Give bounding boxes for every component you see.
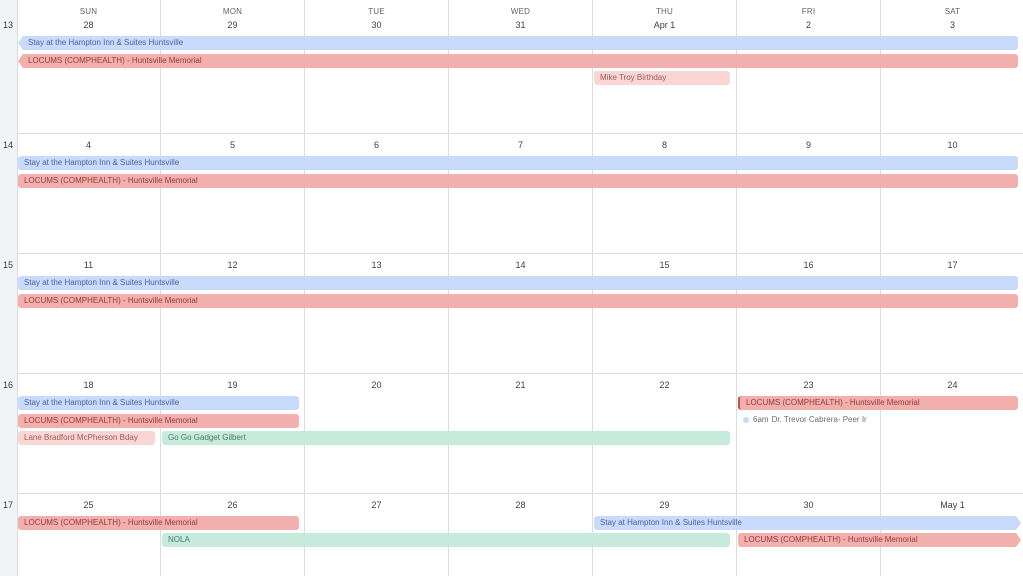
day-number[interactable]: 11 — [83, 260, 94, 270]
dow-wed: WED — [510, 7, 531, 16]
day-number[interactable]: 10 — [947, 140, 958, 150]
grid-line — [17, 373, 1023, 374]
dow-fri: FRI — [801, 7, 816, 16]
event-locums[interactable]: LOCUMS (COMPHEALTH) - Huntsville Memoria… — [18, 294, 1018, 308]
week-number[interactable]: 17 — [3, 500, 14, 510]
day-number[interactable]: 5 — [229, 140, 235, 150]
day-number[interactable]: 29 — [227, 20, 238, 30]
week-number[interactable]: 13 — [3, 20, 14, 30]
week-number[interactable]: 16 — [3, 380, 14, 390]
day-number[interactable]: 9 — [805, 140, 811, 150]
event-locums[interactable]: LOCUMS (COMPHEALTH) - Huntsville Memoria… — [18, 414, 299, 428]
day-number[interactable]: 3 — [949, 20, 955, 30]
day-number[interactable]: 25 — [83, 500, 94, 510]
day-number[interactable]: 18 — [83, 380, 94, 390]
dow-sun: SUN — [79, 7, 98, 16]
event-hampton-stay[interactable]: Stay at the Hampton Inn & Suites Huntsvi… — [18, 36, 1018, 50]
event-hampton-stay[interactable]: Stay at Hampton Inn & Suites Huntsville — [594, 516, 1021, 530]
event-locums[interactable]: LOCUMS (COMPHEALTH) - Huntsville Memoria… — [18, 516, 299, 530]
timed-event[interactable]: 6am Dr. Trevor Cabrera- Peer Ir — [743, 413, 875, 427]
dow-tue: TUE — [368, 7, 385, 16]
day-number[interactable]: 20 — [371, 380, 382, 390]
day-number[interactable]: 19 — [227, 380, 238, 390]
event-lane-bday[interactable]: Lane Bradford McPherson Bday — [18, 431, 155, 445]
day-number[interactable]: 23 — [803, 380, 814, 390]
event-time: 6am — [753, 415, 769, 424]
event-locums[interactable]: LOCUMS (COMPHEALTH) - Huntsville Memoria… — [738, 396, 1018, 410]
grid-line — [17, 0, 18, 576]
day-number[interactable]: 13 — [371, 260, 382, 270]
week-number-column — [0, 0, 17, 576]
grid-line — [17, 133, 1023, 134]
day-number[interactable]: 8 — [661, 140, 667, 150]
day-number[interactable]: 28 — [515, 500, 526, 510]
day-number[interactable]: 12 — [227, 260, 238, 270]
day-number[interactable]: 17 — [947, 260, 958, 270]
event-hampton-stay[interactable]: Stay at the Hampton Inn & Suites Huntsvi… — [18, 396, 299, 410]
event-locums[interactable]: LOCUMS (COMPHEALTH) - Huntsville Memoria… — [18, 174, 1018, 188]
dow-thu: THU — [655, 7, 674, 16]
day-number[interactable]: May 1 — [940, 500, 965, 510]
event-title: Dr. Trevor Cabrera- Peer Ir — [771, 415, 867, 424]
day-number[interactable]: 24 — [947, 380, 958, 390]
dow-sat: SAT — [944, 7, 961, 16]
dow-mon: MON — [222, 7, 243, 16]
day-number[interactable]: 15 — [659, 260, 670, 270]
day-number[interactable]: 29 — [659, 500, 670, 510]
event-locums[interactable]: LOCUMS (COMPHEALTH) - Huntsville Memoria… — [738, 533, 1021, 547]
event-hampton-stay[interactable]: Stay at the Hampton Inn & Suites Huntsvi… — [18, 276, 1018, 290]
day-number[interactable]: 31 — [515, 20, 526, 30]
grid-line — [17, 493, 1023, 494]
event-dot-icon — [743, 416, 749, 423]
grid-line — [17, 253, 1023, 254]
day-number[interactable]: 30 — [371, 20, 382, 30]
day-number[interactable]: 22 — [659, 380, 670, 390]
day-number[interactable]: 4 — [85, 140, 91, 150]
day-number[interactable]: 14 — [515, 260, 526, 270]
event-mike-troy-birthday[interactable]: Mike Troy Birthday — [594, 71, 730, 85]
event-hampton-stay[interactable]: Stay at the Hampton Inn & Suites Huntsvi… — [18, 156, 1018, 170]
day-number[interactable]: 27 — [371, 500, 382, 510]
event-locums[interactable]: LOCUMS (COMPHEALTH) - Huntsville Memoria… — [18, 54, 1018, 68]
day-number[interactable]: 7 — [517, 140, 523, 150]
day-number[interactable]: 6 — [373, 140, 379, 150]
day-number[interactable]: Apr 1 — [653, 20, 676, 30]
event-nola[interactable]: NOLA — [162, 533, 730, 547]
day-number[interactable]: 21 — [515, 380, 526, 390]
day-number[interactable]: 26 — [227, 500, 238, 510]
day-number[interactable]: 30 — [803, 500, 814, 510]
day-number[interactable]: 28 — [83, 20, 94, 30]
event-go-go-gadget[interactable]: Go Go Gadget Gilbert — [162, 431, 730, 445]
week-number[interactable]: 15 — [3, 260, 14, 270]
day-number[interactable]: 2 — [805, 20, 811, 30]
day-number[interactable]: 16 — [803, 260, 814, 270]
week-number[interactable]: 14 — [3, 140, 14, 150]
